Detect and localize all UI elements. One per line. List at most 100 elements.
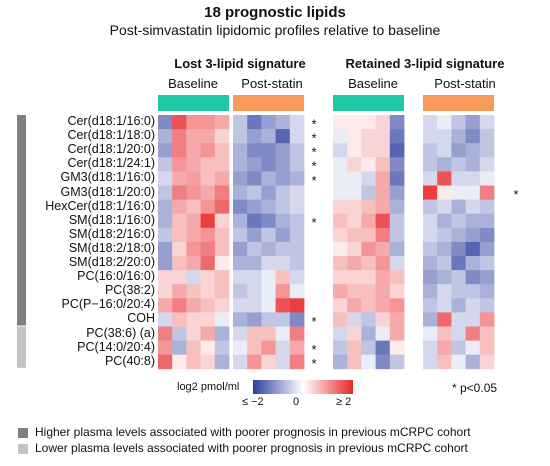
significance-mark: * bbox=[311, 314, 316, 329]
heatmap-cell bbox=[333, 256, 348, 271]
heatmap-cell bbox=[233, 326, 248, 341]
heatmap-cell bbox=[158, 199, 173, 215]
heatmap-cell bbox=[465, 227, 481, 243]
heatmap-cell bbox=[361, 326, 376, 341]
heatmap-cell bbox=[289, 129, 305, 144]
heatmap-cell bbox=[158, 143, 173, 158]
heatmap-cell bbox=[437, 241, 452, 257]
heatmap-cell bbox=[289, 270, 305, 285]
subgroup-bar-1 bbox=[233, 95, 304, 111]
heatmap-cell bbox=[214, 115, 230, 130]
heatmap-cell bbox=[158, 241, 173, 257]
heatmap-cell bbox=[158, 227, 173, 243]
heatmap-cell bbox=[261, 298, 276, 313]
heatmap-cell bbox=[375, 143, 391, 158]
heatmap-cell bbox=[214, 143, 230, 158]
heatmap-cell bbox=[275, 354, 291, 370]
heatmap-cell bbox=[172, 312, 187, 327]
heatmap-cell bbox=[437, 340, 452, 356]
heatmap-cell bbox=[451, 227, 466, 243]
heatmap-cell bbox=[333, 115, 348, 130]
heatmap-cell bbox=[172, 298, 187, 313]
heatmap-cell bbox=[289, 213, 305, 229]
heatmap-cell bbox=[333, 284, 348, 299]
row-category-bar-higher bbox=[17, 115, 26, 326]
heatmap-cell bbox=[233, 227, 248, 243]
heatmap-cell bbox=[200, 312, 216, 327]
heatmap-cell bbox=[214, 354, 230, 370]
significance-mark: * bbox=[311, 342, 316, 357]
heatmap-cell bbox=[200, 157, 216, 172]
heatmap-cell bbox=[465, 157, 481, 172]
heatmap-cell bbox=[275, 185, 291, 200]
heatmap-cell bbox=[423, 171, 438, 186]
heatmap-cell bbox=[451, 312, 466, 327]
heatmap-cell bbox=[172, 227, 187, 243]
heatmap-cell bbox=[214, 340, 230, 356]
heatmap-cell bbox=[361, 312, 376, 327]
heatmap-cell bbox=[275, 312, 291, 327]
heatmap-cell bbox=[375, 256, 391, 271]
heatmap-cell bbox=[289, 354, 305, 370]
subgroup-bar-0 bbox=[158, 95, 229, 111]
subgroup-label-retained-poststatin: Post-statin bbox=[434, 76, 496, 91]
heatmap-cell bbox=[186, 354, 201, 370]
heatmap-cell bbox=[214, 171, 230, 186]
heatmap-cell bbox=[261, 157, 276, 172]
heatmap-cell bbox=[479, 354, 495, 370]
heatmap-cell bbox=[479, 256, 495, 271]
heatmap-cell bbox=[214, 157, 230, 172]
heatmap-cell bbox=[172, 326, 187, 341]
heatmap-cell bbox=[333, 185, 348, 200]
heatmap-cell bbox=[375, 284, 391, 299]
heatmap-cell bbox=[389, 213, 405, 229]
heatmap-cell bbox=[375, 157, 391, 172]
heatmap-cell bbox=[233, 270, 248, 285]
heatmap-cell bbox=[261, 326, 276, 341]
heatmap-cell bbox=[423, 199, 438, 215]
heatmap-cell bbox=[479, 129, 495, 144]
heatmap-cell bbox=[347, 256, 362, 271]
heatmap-cell bbox=[289, 241, 305, 257]
heatmap-cell bbox=[172, 115, 187, 130]
heatmap-cell bbox=[158, 157, 173, 172]
heatmap-cell bbox=[479, 241, 495, 257]
colorbar-mid-label: 0 bbox=[293, 396, 300, 408]
heatmap-cell bbox=[361, 199, 376, 215]
row-label: PC(14:0/20:4) bbox=[77, 339, 155, 354]
heatmap-cell bbox=[347, 227, 362, 243]
heatmap-cell bbox=[347, 298, 362, 313]
heatmap-cell bbox=[423, 256, 438, 271]
heatmap-cell bbox=[186, 213, 201, 229]
heatmap-cell bbox=[214, 270, 230, 285]
heatmap-cell bbox=[186, 143, 201, 158]
heatmap-cell bbox=[200, 256, 216, 271]
heatmap-cell bbox=[200, 185, 216, 200]
heatmap-cell bbox=[375, 171, 391, 186]
colorbar bbox=[253, 380, 353, 394]
heatmap-cell bbox=[389, 143, 405, 158]
heatmap-cell bbox=[423, 340, 438, 356]
heatmap-cell bbox=[389, 340, 405, 356]
heatmap-cell bbox=[186, 270, 201, 285]
heatmap-cell bbox=[451, 185, 466, 200]
heatmap-cell bbox=[333, 270, 348, 285]
heatmap-cell bbox=[479, 185, 495, 200]
heatmap-cell bbox=[275, 213, 291, 229]
heatmap-cell bbox=[465, 340, 481, 356]
heatmap-cell bbox=[186, 227, 201, 243]
heatmap-cell bbox=[347, 129, 362, 144]
heatmap-cell bbox=[389, 270, 405, 285]
heatmap-cell bbox=[261, 199, 276, 215]
heatmap-cell bbox=[361, 129, 376, 144]
figure-subtitle: Post-simvastatin lipidomic profiles rela… bbox=[109, 22, 441, 38]
heatmap-cell bbox=[158, 298, 173, 313]
heatmap-cell bbox=[375, 270, 391, 285]
heatmap-cell bbox=[479, 157, 495, 172]
heatmap-cell bbox=[186, 284, 201, 299]
heatmap-cell bbox=[158, 326, 173, 341]
heatmap-cell bbox=[172, 256, 187, 271]
heatmap-cell bbox=[437, 326, 452, 341]
category-legend-lower-swatch bbox=[18, 444, 28, 454]
heatmap-cell bbox=[172, 199, 187, 215]
